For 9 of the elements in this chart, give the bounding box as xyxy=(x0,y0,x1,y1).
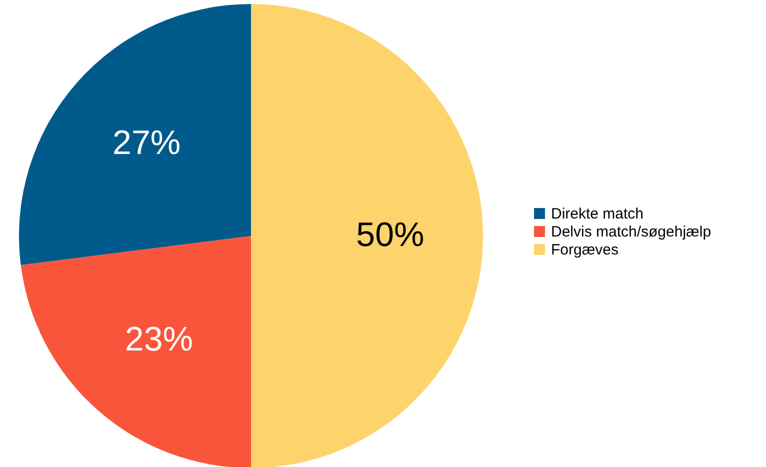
legend-label: Direkte match xyxy=(551,206,644,222)
data-label: 50% xyxy=(356,216,424,254)
pie-slice xyxy=(20,236,251,467)
pie-slice xyxy=(19,4,251,266)
data-label: 23% xyxy=(124,320,193,358)
legend-label: Delvis match/søgehjælp xyxy=(551,224,712,240)
pie-slice xyxy=(251,4,483,467)
legend-label: Forgæves xyxy=(551,242,619,258)
data-label: 27% xyxy=(112,124,181,162)
